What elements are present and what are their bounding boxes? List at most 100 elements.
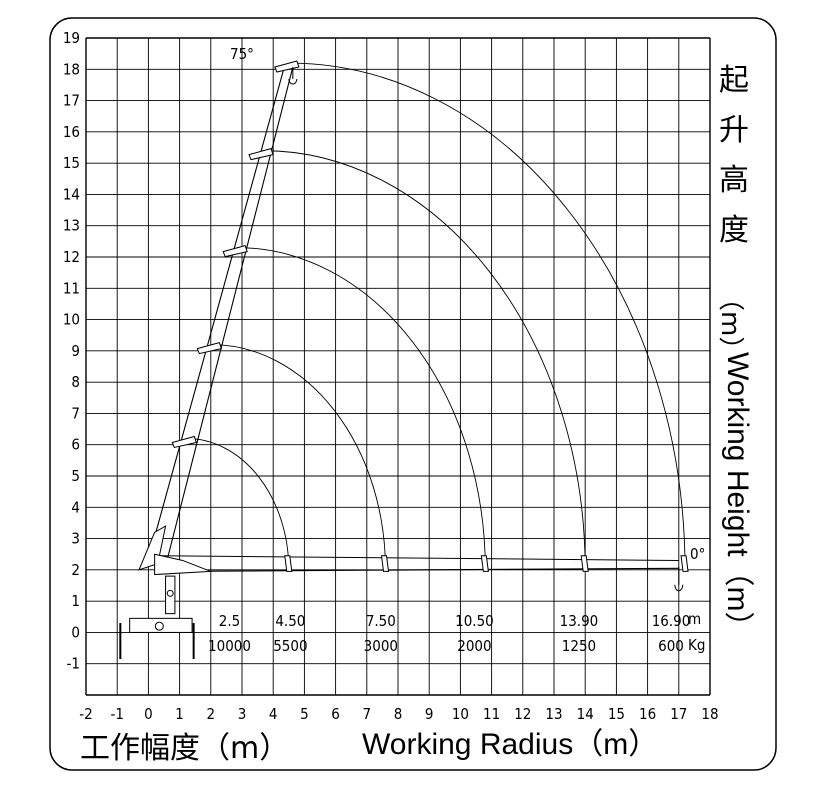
height-arc [211,344,386,570]
angle-bottom-label: 0° [690,545,705,563]
load-value: 600 [658,637,684,655]
x-tick-label: 3 [238,705,247,723]
y-tick-label: 19 [63,29,80,47]
chart-frame [49,17,777,771]
x-tick-label: 4 [269,705,278,723]
x-tick-label: -2 [79,705,92,723]
y-tick-label: -1 [67,655,80,673]
y-tick-label: 15 [63,154,80,172]
y-tick-label: 3 [71,530,80,548]
radius-value: 13.90 [560,612,599,630]
y-tick-label: 18 [63,60,80,78]
hook-top [288,67,298,85]
radius-value: 7.50 [366,612,396,630]
boom-sections [145,60,689,592]
x-tick-label: 13 [545,705,562,723]
grid [85,37,711,696]
axis-ticks: -2 -1 0 1 2 3 4 5 6 7 8 9 10 11 12 13 14 15 16 17 18-1012345… [63,29,719,723]
y-tick-label: 17 [63,92,80,110]
x-tick-label: -1 [110,705,123,723]
load-value: 2000 [457,637,491,655]
y-tick-label: 5 [71,467,80,485]
y-tick-label: 8 [71,373,80,391]
crane-arm-stub [138,525,167,571]
height-arc [186,438,290,570]
x-tick-label: 9 [425,705,434,723]
y-title-unit: （m） [715,285,745,362]
y-tick-label: 0 [71,623,80,641]
x-axis-title-en: Working Radius（m） [362,728,658,761]
radius-unit-label: m [688,610,701,628]
y-tick-label: 2 [71,561,80,579]
y-title-char: 高 [719,163,749,198]
boom-angled-joint [248,148,274,161]
boom-horizontal-joint [380,555,390,572]
x-tick-label: 10 [452,705,469,723]
x-tick-label: 16 [639,705,656,723]
x-tick-label: 5 [300,705,309,723]
boom-horizontal-joint [480,555,489,572]
radius-value: 4.50 [275,612,305,630]
x-tick-label: 12 [514,705,531,723]
y-tick-label: 14 [63,185,80,203]
y-title-char: 起 [719,63,749,98]
y-tick-label: 7 [71,404,80,422]
load-value: 3000 [364,637,398,655]
y-title-char: 度 [719,213,749,248]
load-value: 10000 [208,637,251,655]
height-arc [263,150,586,570]
boom-angled-joint [274,60,300,73]
load-value: 1250 [562,637,596,655]
boom-horizontal-top [160,555,679,561]
angle-top-label: 75° [230,45,254,63]
y-tick-label: 16 [63,123,80,141]
crane-base [119,525,211,660]
y-tick-label: 10 [63,311,80,329]
boom-angled-joint [222,245,248,258]
height-arc [237,247,486,570]
x-tick-label: 18 [701,705,718,723]
boom-horizontal-joint [580,555,589,572]
y-tick-label: 11 [63,279,80,297]
y-tick-label: 4 [71,498,80,516]
boom-horizontal-bottom [160,567,679,573]
x-axis-title-cn: 工作幅度（m） [80,731,289,766]
x-tick-label: 2 [207,705,216,723]
hook-horizontal [674,566,684,592]
boom-horizontal-joint [680,555,689,572]
x-tick-label: 15 [608,705,625,723]
y-axis-title-en: Working Height（m） [721,352,754,642]
boom-angled-joint [196,341,222,355]
crane-cylinder [154,553,211,576]
y-tick-label: 12 [63,248,80,266]
height-arcs [186,62,686,570]
y-axis-title-cn: 起 升 高 度 （m） [715,63,749,362]
base-wheel [154,621,164,631]
radius-value: 2.5 [219,612,240,630]
x-tick-label: 8 [394,705,403,723]
boom-horizontal-joint [284,555,293,572]
crane-pin [166,589,174,597]
boom-angled-joint [171,435,197,449]
x-tick-label: 6 [331,705,340,723]
load-value: 5500 [273,637,307,655]
load-table: 2.5 4.50 7.50 10.50 13.90 16.90 10000 5500 3000 2… [208,612,690,655]
x-tick-label: 7 [363,705,372,723]
height-arc [288,62,686,570]
x-tick-label: 14 [577,705,594,723]
y-tick-label: 1 [71,592,80,610]
radius-value: 16.90 [652,612,691,630]
x-tick-label: 17 [670,705,687,723]
y-tick-label: 9 [71,342,80,360]
y-tick-label: 13 [63,217,80,235]
y-title-char: 升 [719,113,749,148]
x-tick-label: 11 [483,705,500,723]
load-unit-label: Kg [688,636,705,654]
x-tick-label: 0 [144,705,153,723]
y-tick-label: 6 [71,436,80,454]
x-tick-label: 1 [175,705,184,723]
radius-value: 10.50 [455,612,494,630]
boom-angled-left [145,64,286,569]
